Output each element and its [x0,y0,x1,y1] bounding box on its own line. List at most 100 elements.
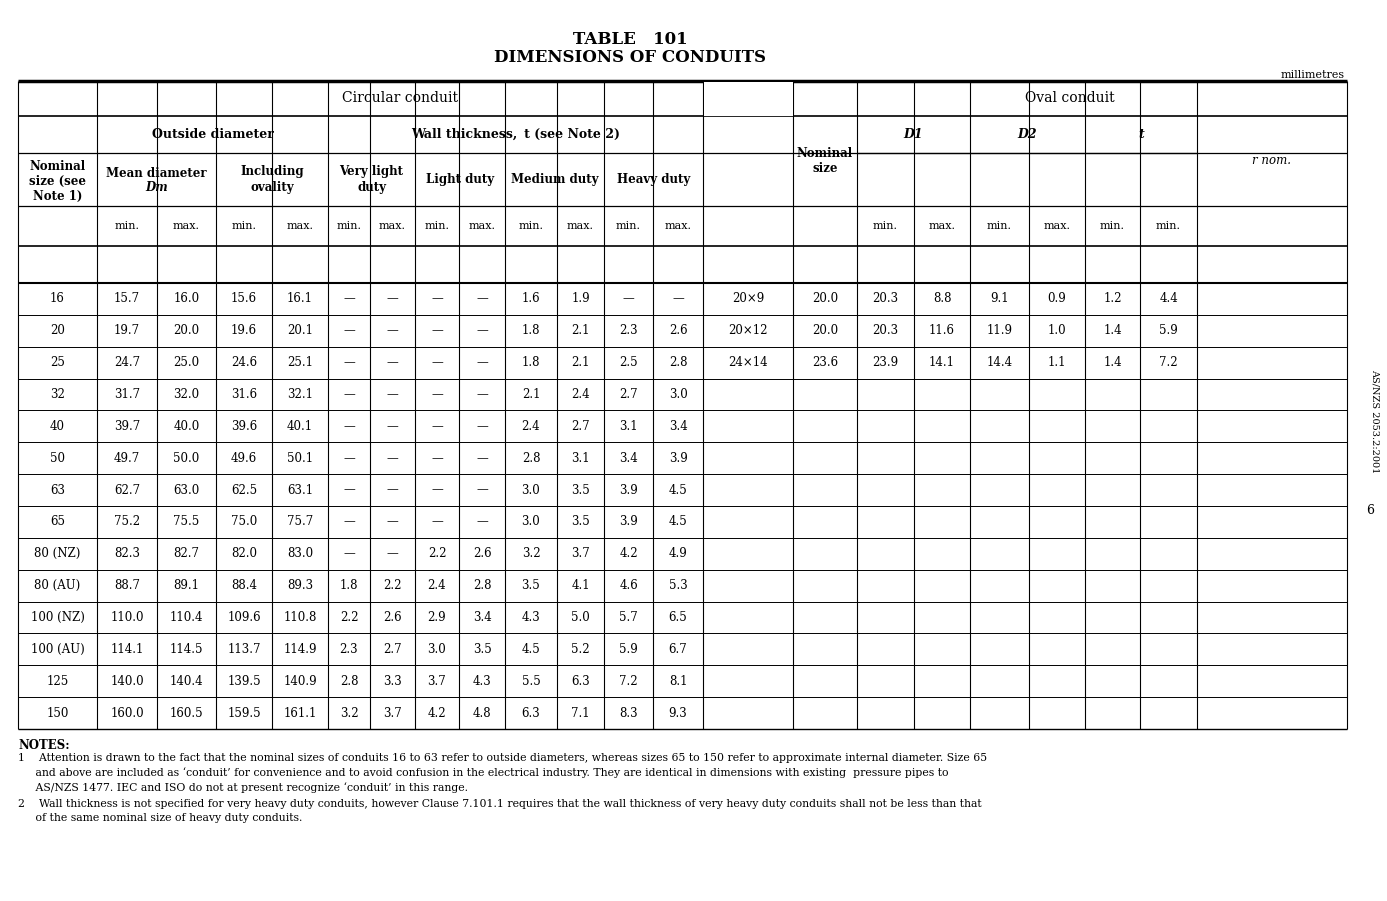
Text: 2.1: 2.1 [522,388,541,401]
Text: 82.7: 82.7 [173,547,200,560]
Text: 3.9: 3.9 [619,515,638,528]
Text: —: — [387,356,398,369]
Text: min.: min. [1100,221,1125,231]
Text: NOTES:: NOTES: [18,739,69,752]
Text: 2.4: 2.4 [522,420,541,432]
Text: 8.1: 8.1 [669,675,687,687]
Text: Outside diameter: Outside diameter [151,128,273,141]
Text: max.: max. [173,221,200,231]
Text: —: — [343,547,355,560]
Text: 20: 20 [50,324,65,337]
Text: 5.0: 5.0 [571,611,589,624]
Text: 40.0: 40.0 [173,420,200,432]
Text: 88.4: 88.4 [232,579,257,592]
Text: 39.6: 39.6 [230,420,257,432]
Text: min.: min. [519,221,544,231]
Text: 2.7: 2.7 [619,388,638,401]
Text: 9.3: 9.3 [669,706,688,720]
Text: Light duty: Light duty [426,173,494,186]
Text: —: — [476,420,488,432]
Text: 50.1: 50.1 [287,451,313,465]
Text: 3.0: 3.0 [669,388,688,401]
Text: —: — [431,356,442,369]
Text: 3.4: 3.4 [669,420,688,432]
Text: —: — [387,388,398,401]
Text: 3.1: 3.1 [619,420,638,432]
Text: min.: min. [872,221,897,231]
Text: —: — [476,388,488,401]
Text: 83.0: 83.0 [287,547,313,560]
Text: —: — [623,293,634,305]
Text: millimetres: millimetres [1280,70,1345,80]
Text: 23.9: 23.9 [872,356,899,369]
Text: 75.2: 75.2 [114,515,140,528]
Text: —: — [343,356,355,369]
Text: 160.5: 160.5 [169,706,204,720]
Text: 2.6: 2.6 [473,547,491,560]
Text: 63.0: 63.0 [173,484,200,496]
Text: min.: min. [616,221,641,231]
Text: max.: max. [287,221,313,231]
Text: 3.2: 3.2 [522,547,541,560]
Text: 7.2: 7.2 [619,675,638,687]
Text: 6.5: 6.5 [669,611,688,624]
Text: 4.3: 4.3 [473,675,491,687]
Text: 88.7: 88.7 [114,579,140,592]
Text: min.: min. [988,221,1013,231]
Text: 2.8: 2.8 [340,675,358,687]
Text: 24.7: 24.7 [114,356,140,369]
Text: 4.8: 4.8 [473,706,491,720]
Text: 20×9: 20×9 [732,293,764,305]
Text: Very light
duty: Very light duty [340,166,404,194]
Text: 5.5: 5.5 [522,675,541,687]
Text: 2.6: 2.6 [383,611,402,624]
Text: 125: 125 [46,675,68,687]
Text: —: — [343,484,355,496]
Text: 5.9: 5.9 [1160,324,1178,337]
Text: 14.4: 14.4 [986,356,1013,369]
Text: 20.3: 20.3 [872,293,899,305]
Text: 19.7: 19.7 [114,324,140,337]
Text: 3.9: 3.9 [619,484,638,496]
Text: 100 (NZ): 100 (NZ) [31,611,85,624]
Text: Wall thickness,  t (see Note 2): Wall thickness, t (see Note 2) [411,128,620,141]
Text: 2.2: 2.2 [383,579,402,592]
Text: 15.7: 15.7 [114,293,140,305]
Text: —: — [343,293,355,305]
Text: 1.8: 1.8 [522,356,541,369]
Text: 1.6: 1.6 [522,293,541,305]
Text: 4.5: 4.5 [669,515,688,528]
Text: 32.1: 32.1 [287,388,313,401]
Text: 114.1: 114.1 [111,642,144,656]
Text: 25: 25 [50,356,65,369]
Text: 5.9: 5.9 [619,642,638,656]
Text: 2.7: 2.7 [571,420,589,432]
Bar [703,81,792,115]
Text: 80 (AU): 80 (AU) [35,579,80,592]
Text: —: — [387,547,398,560]
Text: 16: 16 [50,293,65,305]
Text: min.: min. [115,221,140,231]
Text: 6.3: 6.3 [522,706,541,720]
Text: 3.4: 3.4 [619,451,638,465]
Text: —: — [476,484,488,496]
Text: 2.1: 2.1 [571,324,589,337]
Text: r nom.: r nom. [1252,154,1291,168]
Text: 1.4: 1.4 [1103,324,1122,337]
Text: 32.0: 32.0 [173,388,200,401]
Text: —: — [387,451,398,465]
Text: 140.0: 140.0 [110,675,144,687]
Text: 110.0: 110.0 [110,611,144,624]
Text: —: — [476,356,488,369]
Text: 3.0: 3.0 [427,642,447,656]
Text: 110.8: 110.8 [283,611,316,624]
Text: 16.1: 16.1 [287,293,313,305]
Text: 2.4: 2.4 [571,388,589,401]
Text: 20.0: 20.0 [173,324,200,337]
Text: 4.4: 4.4 [1160,293,1178,305]
Text: 3.7: 3.7 [383,706,402,720]
Text: Medium duty: Medium duty [510,173,598,186]
Text: 31.6: 31.6 [232,388,257,401]
Text: 3.2: 3.2 [340,706,358,720]
Text: —: — [431,484,442,496]
